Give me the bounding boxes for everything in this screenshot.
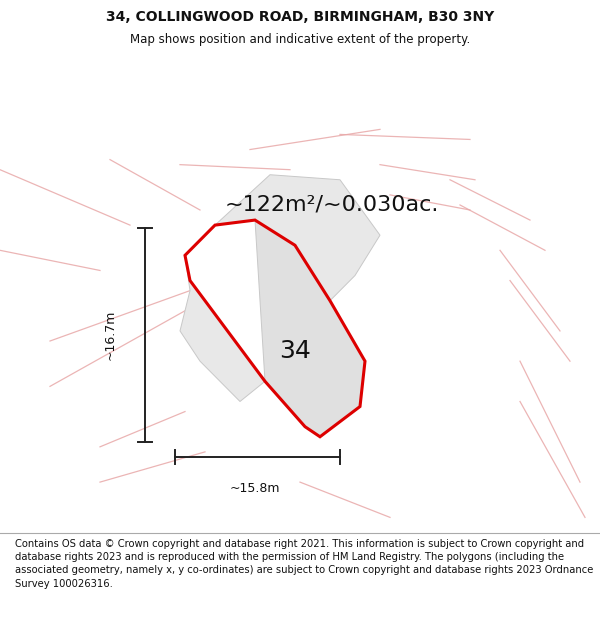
Polygon shape [215,175,380,301]
Text: Map shows position and indicative extent of the property.: Map shows position and indicative extent… [130,33,470,46]
Text: 34, COLLINGWOOD ROAD, BIRMINGHAM, B30 3NY: 34, COLLINGWOOD ROAD, BIRMINGHAM, B30 3N… [106,10,494,24]
Polygon shape [255,220,365,437]
Text: ~16.7m: ~16.7m [104,310,116,360]
Polygon shape [180,225,265,401]
Text: Contains OS data © Crown copyright and database right 2021. This information is : Contains OS data © Crown copyright and d… [15,539,593,589]
Text: ~122m²/~0.030ac.: ~122m²/~0.030ac. [225,195,439,215]
Text: 34: 34 [279,339,311,363]
Text: ~15.8m: ~15.8m [230,482,280,495]
